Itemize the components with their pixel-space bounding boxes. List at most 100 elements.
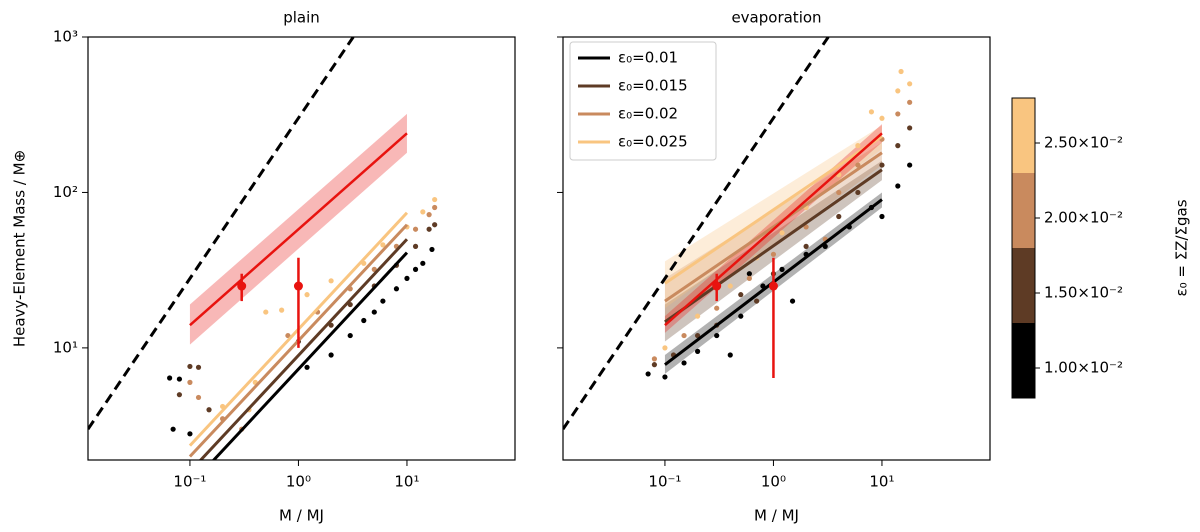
point [895,183,901,189]
point [738,292,744,298]
point [836,189,842,196]
x-tick-label: 10⁻¹ [173,473,206,491]
point [727,283,733,289]
point [412,226,419,232]
point [694,332,701,339]
point [432,222,438,228]
axes-frame [562,36,991,461]
legend-label: ε₀=0.02 [618,105,678,123]
colorbar-tick-label: 1.50×10⁻² [1044,284,1123,302]
point [907,81,913,87]
point [907,125,913,131]
point [727,352,733,358]
point [779,266,785,272]
point [879,213,885,220]
point [746,275,752,281]
plot-area [88,37,438,460]
point [907,162,913,168]
point [879,115,885,121]
x-axis-label: M / MJ [754,507,799,525]
fit-line [664,134,883,285]
observation [237,281,247,291]
point [195,394,202,401]
y-tick-label: 10³ [53,28,78,46]
x-tick-label: 10⁰ [286,473,311,491]
point [898,68,904,75]
x-tick-label: 10⁰ [761,473,786,491]
colorbar-segment [1012,98,1035,173]
axes-frame [87,36,516,461]
point [662,345,668,351]
point [393,286,400,292]
point [432,196,438,203]
colorbar-segment [1012,248,1035,323]
point [855,143,861,149]
point [206,407,212,413]
point [167,375,173,381]
x-tick-label: 10¹ [394,473,419,491]
point [651,356,658,362]
point [895,143,901,149]
colorbar-label: ε₀ = ΣZ/Σgas [1173,199,1191,296]
point [879,162,885,168]
point [412,266,419,272]
fit-line [664,151,883,303]
point [779,230,785,236]
point [361,317,367,324]
point [304,364,310,370]
fit-line [198,238,409,460]
point [328,352,334,358]
point [694,313,701,319]
point [789,298,796,304]
point [855,189,861,196]
point [404,275,410,281]
point [195,364,202,370]
point [380,242,386,248]
x-axis-label: M / MJ [279,507,324,525]
point [176,392,183,398]
y-tick-label: 10¹ [53,338,78,356]
point [714,305,720,311]
point [651,362,658,368]
point [895,111,901,117]
point [371,309,377,315]
y-axis-label: Heavy-Element Mass / M⊕ [11,150,29,347]
observation [293,281,303,291]
point [681,332,687,339]
point [895,88,901,94]
fit-line [664,168,883,324]
point [420,260,426,266]
colorbar-segment [1012,173,1035,248]
model-line [664,132,883,327]
fit-line [211,251,409,460]
colorbar-frame [1011,97,1036,399]
point [770,251,777,257]
legend-box [569,41,717,161]
point [714,332,720,339]
point [738,313,744,319]
point [803,243,809,249]
point [412,243,419,249]
legend-label: ε₀=0.01 [618,49,678,67]
point [187,431,193,437]
x-tick-label: 10⁻¹ [648,473,681,491]
point [263,309,269,315]
point [380,298,386,304]
point [855,162,861,168]
point [681,360,687,366]
point [694,348,701,354]
point [176,376,183,382]
plot-area [563,37,913,431]
point [279,307,285,313]
point [907,99,913,105]
model-line [189,132,408,327]
point [170,426,176,432]
point [645,371,651,377]
y-tick-label: 10² [53,183,78,201]
point [347,332,353,339]
colorbar-tick-label: 2.00×10⁻² [1044,209,1123,227]
point [187,379,193,385]
point [304,292,310,298]
point [285,332,291,339]
